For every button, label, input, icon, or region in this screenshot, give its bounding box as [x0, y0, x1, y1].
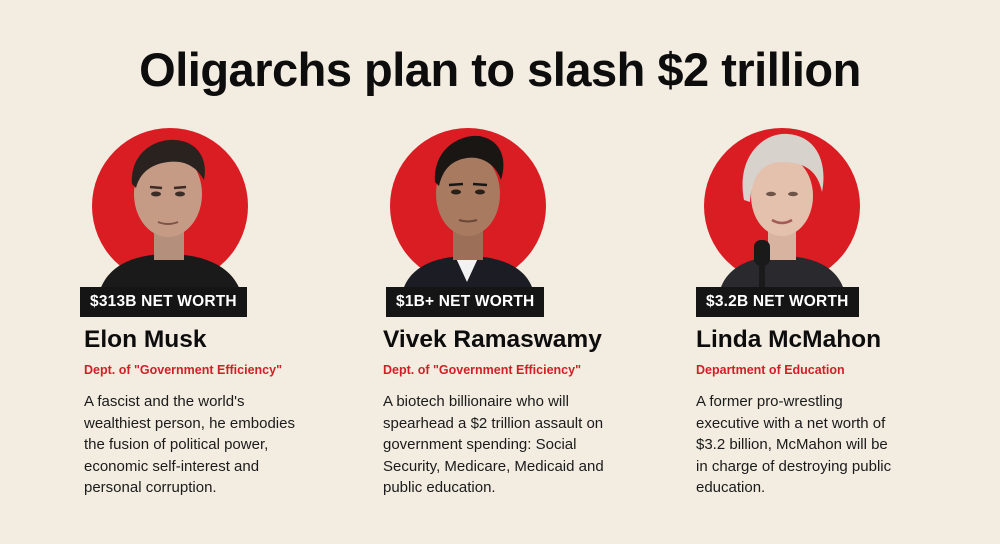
department-label: Department of Education [696, 363, 845, 377]
description-line: economic self-interest and [84, 457, 260, 475]
description-line: Security, Medicare, Medicaid and [383, 457, 604, 475]
description-line: A fascist and the world's [84, 393, 245, 410]
person-card-musk: $313B NET WORTH Elon Musk Dept. of "Gove… [80, 0, 380, 544]
description-line: government spending: Social [383, 436, 577, 453]
net-worth-badge: $1B+ NET WORTH [386, 287, 545, 317]
department-label: Dept. of "Government Efficiency" [383, 363, 581, 377]
person-card-mcmahon: $3.2B NET WORTH Linda McMahon Department… [696, 0, 996, 544]
net-worth-badge: $3.2B NET WORTH [696, 287, 859, 317]
description-line: the fusion of political power, [84, 436, 269, 453]
description-line: public education. [383, 479, 496, 496]
description-line: executive with a net worth of [696, 414, 886, 432]
department-label: Dept. of "Government Efficiency" [84, 363, 282, 377]
description-line: A former pro-wrestling [696, 393, 843, 410]
description-line: personal corruption. [84, 479, 217, 496]
person-description: A former pro-wrestling executive with a … [696, 391, 891, 499]
person-name: Elon Musk [84, 326, 207, 353]
person-card-ramaswamy: $1B+ NET WORTH Vivek Ramaswamy Dept. of … [383, 0, 683, 544]
net-worth-badge: $313B NET WORTH [80, 287, 247, 317]
description-line: spearhead a $2 trillion assault on [383, 414, 604, 432]
description-line: $3.2 billion, McMahon will be [696, 436, 888, 453]
portrait-mcmahon [696, 122, 996, 290]
description-line: A biotech billionaire who will [383, 393, 569, 410]
person-description: A biotech billionaire who will spearhead… [383, 391, 604, 499]
description-line: wealthiest person, he embodies [84, 414, 295, 432]
portrait-musk [80, 122, 380, 290]
portrait-ramaswamy [383, 122, 683, 290]
person-name: Linda McMahon [696, 326, 882, 353]
page-title: Oligarchs plan to slash $2 trillion [139, 43, 861, 96]
description-line: in charge of destroying public [696, 457, 892, 475]
person-description: A fascist and the world's wealthiest per… [84, 391, 295, 499]
description-line: education. [696, 479, 766, 496]
person-name: Vivek Ramaswamy [383, 326, 602, 353]
